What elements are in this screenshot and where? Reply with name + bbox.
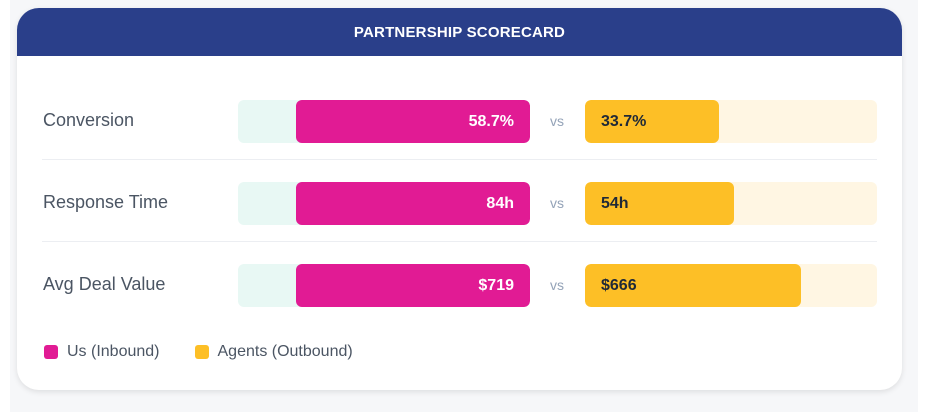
outbound-track: 54h [585,182,877,225]
outbound-track: $666 [585,264,877,307]
legend-label: Agents (Outbound) [217,343,353,360]
outbound-bar: $666 [585,264,801,307]
scorecard-header: PARTNERSHIP SCORECARD [17,8,902,56]
inbound-value-label: 84h [486,194,514,212]
outbound-value-label: 33.7% [601,112,647,130]
inbound-bar: 58.7% [296,100,530,143]
vs-separator: vs [550,195,564,211]
inbound-track: 84h [238,182,530,225]
inbound-value-label: 58.7% [468,112,514,130]
vs-separator: vs [550,113,564,129]
outbound-bar: 54h [585,182,734,225]
outbound-value-label: $666 [601,276,637,294]
scorecard-row: Conversion 58.7% vs 33.7% [42,78,877,160]
outbound-bar: 33.7% [585,100,719,143]
scorecard-card: PARTNERSHIP SCORECARD Conversion 58.7% vs 3… [17,8,902,390]
scorecard-row: Response Time 84h vs 54h [42,160,877,242]
inbound-bar: $719 [296,264,530,307]
outbound-track: 33.7% [585,100,877,143]
inbound-track: $719 [238,264,530,307]
metric-label: Avg Deal Value [43,274,166,294]
legend-label: Us (Inbound) [67,343,160,360]
inbound-bar: 84h [296,182,530,225]
vs-separator: vs [550,277,564,293]
legend-item-inbound: Us (Inbound) [44,343,160,361]
scorecard-title: PARTNERSHIP SCORECARD [353,23,566,41]
inbound-track: 58.7% [238,100,530,143]
scorecard-row: Avg Deal Value $719 vs $666 [42,242,877,323]
metric-label: Response Time [43,192,169,212]
inbound-value-label: $719 [478,276,514,294]
outbound-value-label: 54h [601,194,629,212]
scorecard-rows: Conversion 58.7% vs 33.7% Response Time 84h vs… [42,78,877,323]
legend-swatch [194,345,209,359]
legend-swatch [44,345,58,359]
legend-item-outbound: Agents (Outbound) [194,343,353,361]
chart-legend: Us (Inbound) Agents (Outbound) [44,343,388,361]
metric-label: Conversion [43,110,135,130]
